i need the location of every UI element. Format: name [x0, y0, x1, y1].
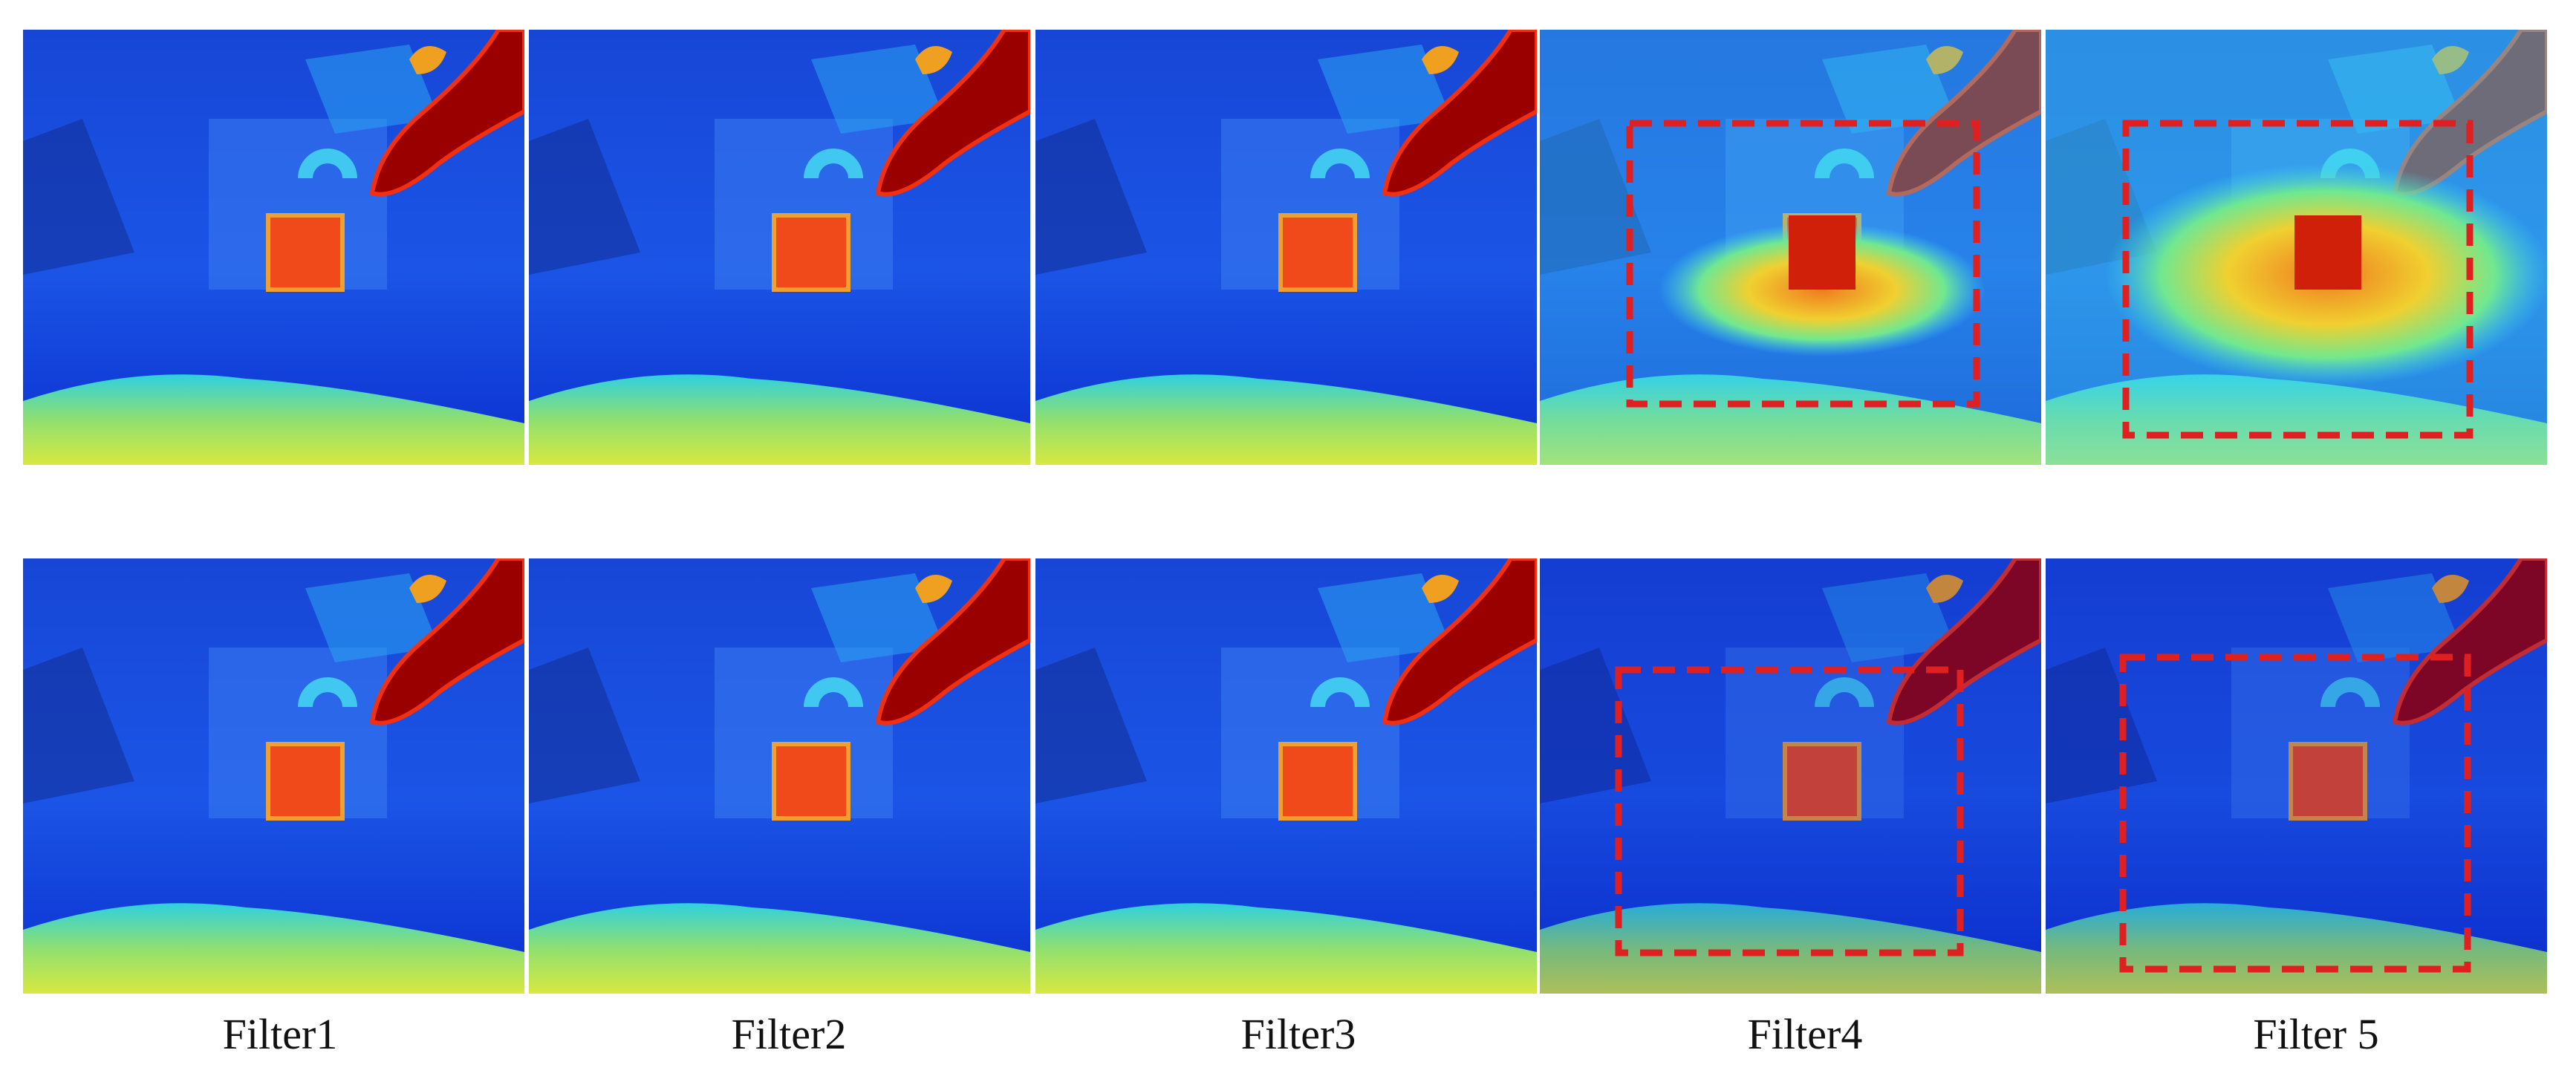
scene: [1035, 558, 1537, 994]
noise-overlay: [1540, 558, 2041, 994]
panels: [23, 30, 2551, 994]
scene: [1035, 30, 1537, 465]
scene: [23, 558, 524, 994]
panel-label: Filter4: [1748, 1010, 1863, 1058]
labels: Filter1 Filter2 Filter3 Filter4 Filter 5: [223, 1010, 2379, 1058]
panel-label: Filter2: [732, 1010, 847, 1058]
scene: [23, 30, 524, 465]
scene: [529, 30, 1030, 465]
thermal-image: [529, 30, 1030, 465]
highlight-box: [2122, 120, 2473, 439]
hot-object: [1789, 215, 1855, 290]
noise-overlay: [2046, 558, 2547, 994]
highlight-box: [1626, 120, 1980, 408]
highlight-box: [1615, 666, 1964, 956]
hot-object: [2294, 215, 2361, 290]
thermal-image: [1035, 30, 1537, 465]
panel-label: Filter3: [1241, 1010, 1356, 1058]
thermal-image: [2046, 558, 2547, 994]
panel-label: Filter 5: [2253, 1010, 2378, 1058]
panel-label: Filter1: [223, 1010, 338, 1058]
scene: [529, 558, 1030, 994]
thermal-image: [23, 558, 524, 994]
thermal-image: [1035, 558, 1537, 994]
highlight-box: [2119, 653, 2471, 973]
thermal-image: [1540, 30, 2041, 465]
thermal-image: [1540, 558, 2041, 994]
thermal-image: [23, 30, 524, 465]
thermal-image: [529, 558, 1030, 994]
thermal-image: [2046, 30, 2551, 465]
